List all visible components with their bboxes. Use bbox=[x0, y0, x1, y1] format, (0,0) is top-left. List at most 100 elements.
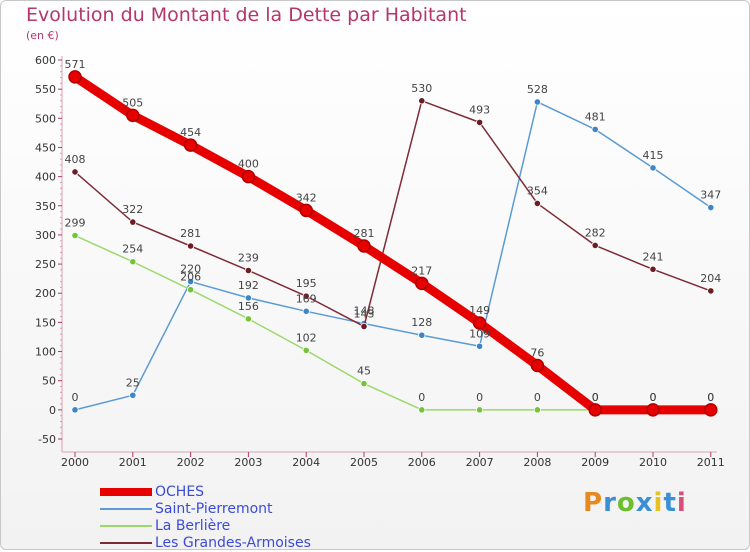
data-label-oches: 0 bbox=[650, 391, 657, 404]
logo-letter: t bbox=[663, 488, 677, 518]
x-tick-label: 2005 bbox=[350, 456, 378, 469]
data-point-la-berli-re bbox=[302, 346, 310, 354]
y-tick-label: 350 bbox=[35, 200, 56, 213]
data-label-la-berli-re: 0 bbox=[707, 391, 714, 404]
proxiti-logo: Proxiti bbox=[583, 488, 687, 518]
data-label-la-berli-re: 254 bbox=[122, 243, 143, 256]
data-point-les-grandes-armoises bbox=[418, 97, 426, 105]
data-point-oches bbox=[588, 403, 602, 417]
logo-letter: i bbox=[676, 488, 687, 518]
data-label-saint-pierremont: 148 bbox=[354, 305, 375, 318]
data-point-les-grandes-armoises bbox=[360, 322, 368, 331]
axes: -500501001502002503003504004505005506002… bbox=[35, 54, 725, 469]
x-tick-label: 2009 bbox=[581, 456, 609, 469]
data-label-oches: 400 bbox=[238, 158, 259, 171]
data-label-saint-pierremont: 169 bbox=[296, 292, 317, 305]
logo-letter: o bbox=[616, 488, 636, 518]
logo-letter: r bbox=[603, 488, 617, 518]
data-label-oches: 505 bbox=[122, 96, 143, 109]
x-tick-label: 2007 bbox=[466, 456, 494, 469]
y-tick-label: 0 bbox=[49, 404, 56, 417]
x-tick-label: 2011 bbox=[697, 456, 725, 469]
x-tick-label: 2004 bbox=[292, 456, 320, 469]
data-label-oches: 76 bbox=[530, 347, 544, 360]
data-label-saint-pierremont: 481 bbox=[585, 110, 606, 123]
data-label-saint-pierremont: 528 bbox=[527, 83, 548, 96]
data-point-les-grandes-armoises bbox=[649, 265, 657, 273]
logo-letter: i bbox=[653, 488, 664, 518]
data-label-saint-pierremont: 192 bbox=[238, 279, 259, 292]
data-point-oches bbox=[126, 108, 140, 123]
data-point-oches bbox=[357, 239, 371, 253]
data-point-la-berli-re bbox=[187, 286, 195, 294]
data-point-les-grandes-armoises bbox=[71, 168, 79, 176]
y-tick-label: 200 bbox=[35, 287, 56, 300]
data-label-la-berli-re: 0 bbox=[592, 391, 599, 404]
data-point-saint-pierremont bbox=[533, 98, 542, 106]
data-point-saint-pierremont bbox=[707, 203, 715, 212]
data-label-la-berli-re: 299 bbox=[65, 217, 86, 230]
data-point-oches bbox=[646, 403, 660, 417]
data-label-les-grandes-armoises: 143 bbox=[354, 307, 375, 320]
data-label-oches: 281 bbox=[354, 227, 375, 240]
data-label-les-grandes-armoises: 204 bbox=[700, 272, 721, 285]
legend-swatch-les-grandes-armoises bbox=[100, 542, 152, 544]
data-label-oches: 0 bbox=[707, 391, 714, 404]
data-point-la-berli-re bbox=[71, 231, 79, 240]
series-oches bbox=[68, 70, 718, 417]
legend-label-oches: OCHES bbox=[155, 484, 205, 500]
data-point-la-berli-re bbox=[475, 406, 484, 414]
data-label-la-berli-re: 0 bbox=[650, 391, 657, 404]
y-tick-label: 500 bbox=[35, 112, 56, 125]
data-point-saint-pierremont bbox=[418, 331, 426, 339]
data-point-oches bbox=[68, 70, 82, 84]
series-line-les-grandes-armoises bbox=[74, 100, 712, 328]
data-point-la-berli-re bbox=[360, 380, 368, 388]
series-line-oches bbox=[70, 72, 716, 415]
data-point-oches bbox=[530, 358, 545, 373]
series-saint-pierremont bbox=[71, 98, 715, 414]
x-tick-label: 2010 bbox=[639, 456, 667, 469]
y-tick-label: 100 bbox=[35, 346, 56, 359]
data-labels: 0 25 220 192 169 148 128 109 528 481 415 347 299 254 2… bbox=[65, 58, 722, 404]
y-tick-label: 600 bbox=[35, 54, 56, 67]
data-label-saint-pierremont: 25 bbox=[126, 376, 140, 389]
y-tick-label: 150 bbox=[35, 316, 56, 329]
y-tick-label: 250 bbox=[35, 258, 56, 271]
data-label-les-grandes-armoises: 530 bbox=[411, 82, 432, 95]
data-point-oches bbox=[299, 203, 313, 218]
data-point-oches bbox=[183, 138, 198, 152]
series-les-grandes-armoises bbox=[71, 97, 715, 331]
data-label-saint-pierremont: 128 bbox=[411, 316, 432, 329]
data-point-les-grandes-armoises bbox=[187, 242, 195, 250]
data-label-la-berli-re: 0 bbox=[476, 391, 483, 404]
y-tick-label: -50 bbox=[38, 433, 56, 446]
data-label-les-grandes-armoises: 241 bbox=[643, 250, 664, 263]
data-label-oches: 342 bbox=[296, 191, 317, 204]
chart-subtitle: (en €) bbox=[26, 29, 59, 42]
x-tick-label: 2001 bbox=[119, 456, 147, 469]
data-label-saint-pierremont: 415 bbox=[643, 149, 664, 162]
data-point-les-grandes-armoises bbox=[302, 292, 310, 300]
data-point-la-berli-re bbox=[533, 406, 542, 414]
data-label-les-grandes-armoises: 239 bbox=[238, 251, 259, 264]
data-label-la-berli-re: 102 bbox=[296, 331, 317, 344]
data-point-les-grandes-armoises bbox=[475, 118, 484, 126]
logo-letter: x bbox=[635, 488, 654, 518]
y-tick-label: 50 bbox=[42, 375, 56, 388]
data-label-oches: 149 bbox=[469, 304, 490, 317]
data-label-oches: 571 bbox=[65, 58, 86, 71]
x-tick-label: 2008 bbox=[523, 456, 551, 469]
data-label-saint-pierremont: 347 bbox=[700, 189, 721, 202]
legend-swatch-la-berli-re bbox=[100, 525, 152, 527]
data-label-la-berli-re: 156 bbox=[238, 300, 259, 313]
x-tick-label: 2000 bbox=[61, 456, 89, 469]
data-point-les-grandes-armoises bbox=[591, 241, 599, 250]
data-label-les-grandes-armoises: 195 bbox=[296, 277, 317, 290]
data-point-oches bbox=[415, 276, 429, 291]
data-point-saint-pierremont bbox=[187, 277, 195, 286]
data-point-la-berli-re bbox=[244, 315, 252, 323]
data-point-saint-pierremont bbox=[71, 406, 79, 414]
